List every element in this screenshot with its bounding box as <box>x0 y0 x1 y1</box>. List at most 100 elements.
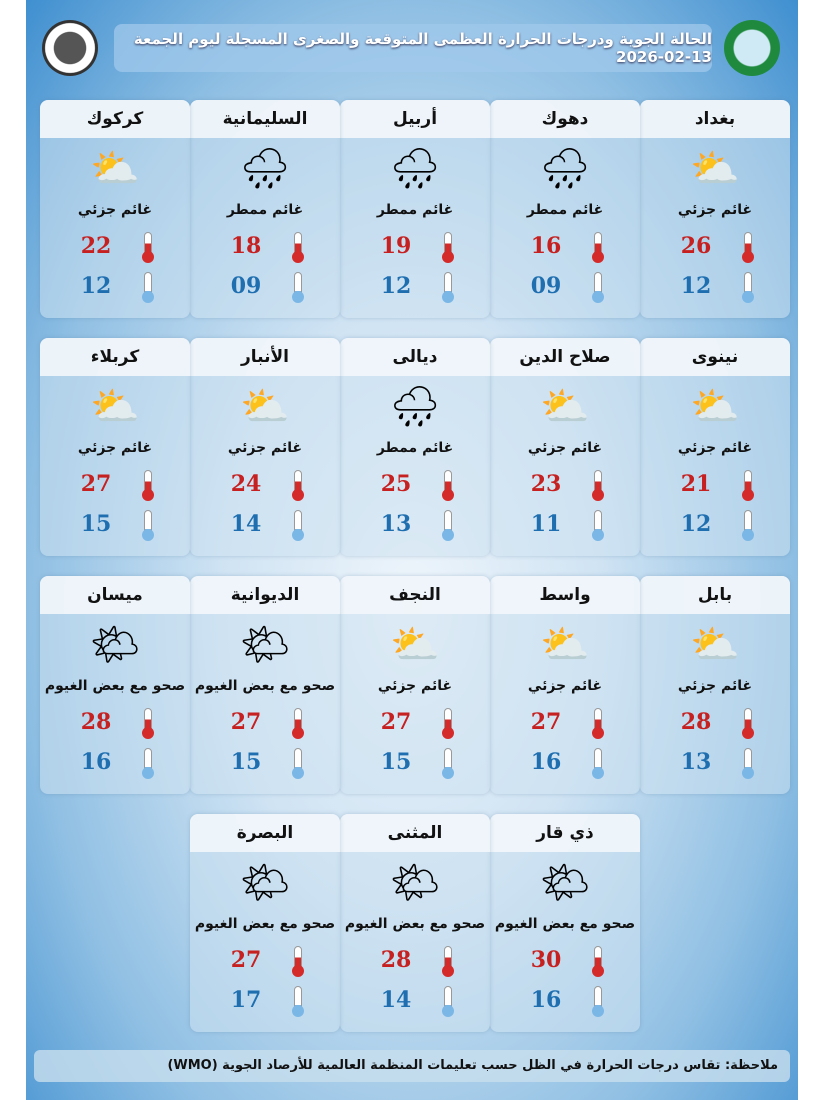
thermometer-hot-icon <box>592 470 604 501</box>
city-card: نينوى ⛅ غائم جزئي 21 12 <box>640 338 790 556</box>
max-temperature: 25 <box>380 471 412 497</box>
city-name: المثنى <box>340 814 490 852</box>
thermometer-cold-icon <box>442 510 454 541</box>
weather-condition: صحو مع بعض الغيوم <box>194 916 336 932</box>
thermometer-hot-icon <box>742 232 754 263</box>
city-name: ديالى <box>340 338 490 376</box>
min-temperature: 12 <box>680 511 712 537</box>
city-name: ميسان <box>40 576 190 614</box>
min-temperature: 17 <box>230 987 262 1013</box>
city-card: دهوك 🌧 غائم ممطر 16 09 <box>490 100 640 318</box>
thermometer-cold-icon <box>442 272 454 303</box>
max-temperature: 26 <box>680 233 712 259</box>
max-temperature: 27 <box>530 709 562 735</box>
weather-condition: غائم ممطر <box>376 202 454 218</box>
thermometer-cold-icon <box>742 748 754 779</box>
min-temperature: 16 <box>80 749 112 775</box>
thermometer-hot-icon <box>442 232 454 263</box>
city-name: بابل <box>640 576 790 614</box>
page-title: الحالة الجوية ودرجات الحرارة العظمى المت… <box>114 24 712 72</box>
max-temperature: 19 <box>380 233 412 259</box>
min-temperature: 13 <box>680 749 712 775</box>
city-name: واسط <box>490 576 640 614</box>
weather-condition: صحو مع بعض الغيوم <box>344 916 486 932</box>
city-name: أربيل <box>340 100 490 138</box>
min-temperature: 12 <box>80 273 112 299</box>
footer-note: ملاحظة: تقاس درجات الحرارة في الظل حسب ت… <box>34 1050 790 1082</box>
weather-condition: غائم جزئي <box>677 202 753 218</box>
city-name: السليمانية <box>190 100 340 138</box>
city-card: المثنى 🌤 صحو مع بعض الغيوم 28 14 <box>340 814 490 1032</box>
max-temperature: 27 <box>380 709 412 735</box>
max-temperature: 27 <box>230 947 262 973</box>
city-card: ذي قار 🌤 صحو مع بعض الغيوم 30 16 <box>490 814 640 1032</box>
max-temperature: 28 <box>680 709 712 735</box>
city-name: النجف <box>340 576 490 614</box>
partly-cloudy-icon: ⛅ <box>540 622 590 668</box>
thermometer-cold-icon <box>442 748 454 779</box>
partly-cloudy-icon: ⛅ <box>690 146 740 192</box>
city-name: دهوك <box>490 100 640 138</box>
partly-cloudy-icon: ⛅ <box>90 384 140 430</box>
thermometer-hot-icon <box>592 946 604 977</box>
thermometer-cold-icon <box>142 272 154 303</box>
min-temperature: 15 <box>380 749 412 775</box>
weather-condition: غائم جزئي <box>677 678 753 694</box>
min-temperature: 11 <box>530 511 562 537</box>
city-card: صلاح الدين ⛅ غائم جزئي 23 11 <box>490 338 640 556</box>
city-card: الأنبار ⛅ غائم جزئي 24 14 <box>190 338 340 556</box>
max-temperature: 18 <box>230 233 262 259</box>
max-temperature: 27 <box>230 709 262 735</box>
sun-few-clouds-icon: 🌤 <box>239 860 291 906</box>
city-name: بغداد <box>640 100 790 138</box>
sun-few-clouds-icon: 🌤 <box>89 622 141 668</box>
rain-cloud-icon: 🌧 <box>539 146 591 192</box>
city-name: الأنبار <box>190 338 340 376</box>
min-temperature: 14 <box>380 987 412 1013</box>
rain-cloud-icon: 🌧 <box>389 146 441 192</box>
max-temperature: 21 <box>680 471 712 497</box>
weather-condition: غائم جزئي <box>677 440 753 456</box>
weather-condition: صحو مع بعض الغيوم <box>494 916 636 932</box>
thermometer-cold-icon <box>592 748 604 779</box>
min-temperature: 15 <box>80 511 112 537</box>
city-card: كركوك ⛅ غائم جزئي 22 12 <box>40 100 190 318</box>
weather-condition: غائم ممطر <box>376 440 454 456</box>
thermometer-hot-icon <box>292 708 304 739</box>
min-temperature: 09 <box>530 273 562 299</box>
thermometer-hot-icon <box>142 708 154 739</box>
partly-cloudy-icon: ⛅ <box>240 384 290 430</box>
city-name: الديوانية <box>190 576 340 614</box>
weather-condition: صحو مع بعض الغيوم <box>194 678 336 694</box>
city-card: كربلاء ⛅ غائم جزئي 27 15 <box>40 338 190 556</box>
weather-condition: غائم ممطر <box>526 202 604 218</box>
thermometer-cold-icon <box>292 272 304 303</box>
thermometer-hot-icon <box>442 708 454 739</box>
weather-condition: غائم جزئي <box>227 440 303 456</box>
thermometer-hot-icon <box>142 470 154 501</box>
min-temperature: 15 <box>230 749 262 775</box>
partly-cloudy-icon: ⛅ <box>390 622 440 668</box>
max-temperature: 16 <box>530 233 562 259</box>
thermometer-hot-icon <box>592 708 604 739</box>
thermometer-hot-icon <box>292 232 304 263</box>
city-name: صلاح الدين <box>490 338 640 376</box>
city-card: الديوانية 🌤 صحو مع بعض الغيوم 27 15 <box>190 576 340 794</box>
rain-cloud-icon: 🌧 <box>239 146 291 192</box>
weather-condition: غائم جزئي <box>527 678 603 694</box>
thermometer-cold-icon <box>592 510 604 541</box>
max-temperature: 28 <box>380 947 412 973</box>
thermometer-cold-icon <box>292 510 304 541</box>
thermometer-hot-icon <box>142 232 154 263</box>
partly-cloudy-icon: ⛅ <box>690 622 740 668</box>
city-name: نينوى <box>640 338 790 376</box>
sun-few-clouds-icon: 🌤 <box>539 860 591 906</box>
city-name: كربلاء <box>40 338 190 376</box>
max-temperature: 30 <box>530 947 562 973</box>
max-temperature: 23 <box>530 471 562 497</box>
min-temperature: 13 <box>380 511 412 537</box>
thermometer-hot-icon <box>292 470 304 501</box>
thermometer-hot-icon <box>592 232 604 263</box>
thermometer-hot-icon <box>742 708 754 739</box>
thermometer-cold-icon <box>442 986 454 1017</box>
